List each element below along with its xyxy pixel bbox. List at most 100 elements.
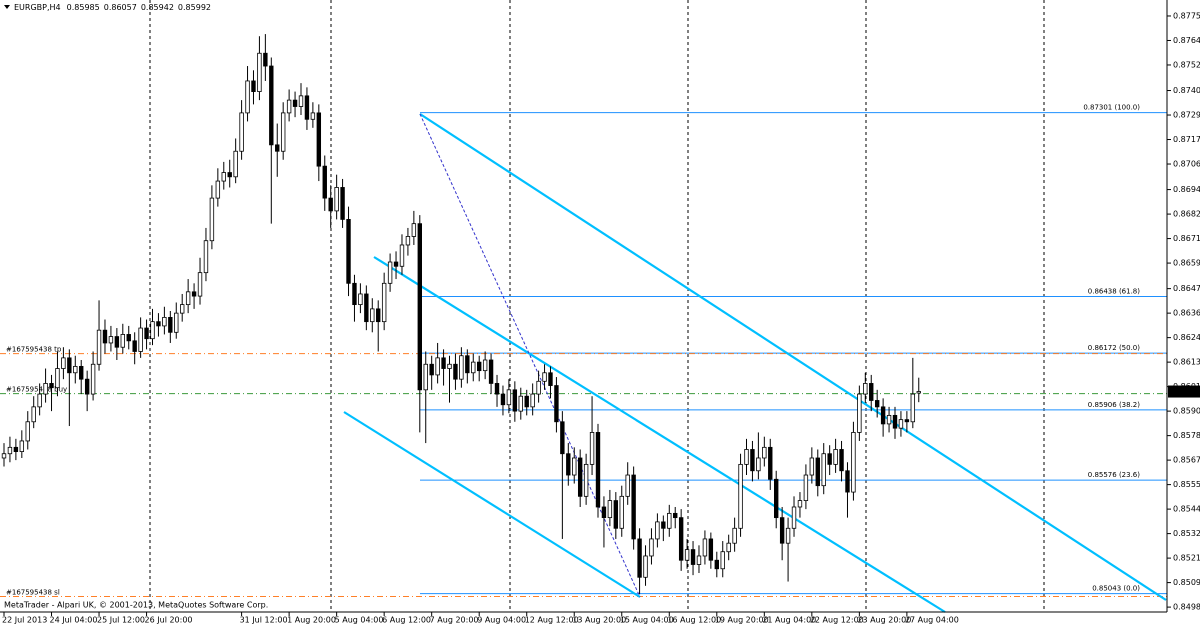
candle-body — [892, 414, 898, 429]
x-tick-label: 22 Aug 12:00 — [810, 616, 864, 625]
candle-body — [738, 463, 743, 529]
candle-body — [482, 359, 488, 372]
candle-body — [857, 393, 862, 433]
x-tick-label: 12 Aug 12:00 — [525, 616, 579, 625]
candle-body — [601, 506, 607, 519]
x-tick-label: 21 Aug 04:00 — [762, 616, 816, 625]
candle-body — [667, 512, 672, 529]
candle-body — [132, 340, 137, 352]
candle-body — [429, 363, 434, 376]
candle-body — [31, 406, 36, 423]
candle-body — [916, 391, 921, 394]
fibo-label: 0.86438 (61.8) — [1088, 288, 1140, 296]
channel-line — [343, 411, 641, 598]
x-tick-label: 5 Aug 04:00 — [335, 616, 384, 625]
x-tick-label: 1 Aug 20:00 — [287, 616, 336, 625]
candle-body — [61, 357, 66, 369]
candle-body — [471, 361, 476, 374]
chart-header: EURGBP,H4 0.85985 0.86057 0.85942 0.85992 — [14, 3, 211, 12]
y-tick-label: 0.85555 — [1173, 480, 1200, 489]
y-tick-label: 0.86595 — [1173, 259, 1200, 268]
menu-arrow[interactable] — [4, 5, 10, 9]
candle-body — [108, 336, 114, 344]
candle-body — [512, 389, 518, 412]
candle-body — [67, 357, 72, 374]
y-tick-label: 0.85095 — [1173, 578, 1200, 587]
candle-body — [96, 329, 102, 365]
x-tick-label: 6 Aug 12:00 — [382, 616, 431, 625]
candle-body — [750, 449, 755, 472]
x-tick-label: 31 Jul 12:00 — [240, 616, 288, 625]
candle-body — [174, 312, 179, 333]
candle-body — [548, 372, 553, 386]
y-tick-label: 0.86245 — [1173, 333, 1200, 342]
candle-body — [334, 187, 339, 212]
candle-body — [762, 446, 767, 459]
current-price-label: 0.85992 — [1171, 387, 1200, 396]
candle-body — [162, 316, 167, 327]
candle-body — [280, 112, 286, 152]
candle-body — [138, 327, 143, 352]
candle-body — [625, 474, 630, 497]
candle-body — [613, 500, 619, 529]
channel-line — [373, 256, 946, 613]
candle-body — [524, 395, 529, 408]
candle-body — [55, 368, 60, 389]
candle-body — [328, 197, 333, 212]
candle-body — [696, 555, 702, 565]
candle-body — [869, 383, 874, 401]
candle-body — [643, 555, 648, 578]
candle-body — [275, 144, 280, 152]
candle-body — [572, 457, 577, 476]
candle-body — [399, 244, 405, 267]
candle-body — [197, 272, 203, 297]
x-tick-label: 9 Aug 04:00 — [477, 616, 526, 625]
candle-body — [863, 383, 868, 395]
candle-body — [322, 165, 327, 199]
candle-body — [245, 80, 250, 114]
candle-body — [583, 463, 589, 497]
candle-body — [340, 187, 345, 220]
y-tick-label: 0.85325 — [1173, 529, 1200, 538]
candle-body — [619, 495, 624, 529]
candle-body — [500, 393, 506, 406]
candle-body — [435, 357, 440, 376]
candle-body — [304, 95, 310, 120]
candle-body — [393, 261, 399, 267]
candle-body — [690, 549, 696, 565]
candle-body — [269, 65, 274, 146]
candle-body — [102, 329, 108, 344]
last-low: 0.85942 — [141, 3, 174, 12]
x-tick-label: 23 Aug 20:00 — [857, 616, 911, 625]
candle-body — [292, 99, 298, 107]
x-tick-label: 27 Aug 04:00 — [905, 616, 959, 625]
footer: MetaTrader - Alpari UK, © 2001-2013, Met… — [4, 601, 268, 610]
candle-body — [346, 219, 351, 284]
x-tick-label: 13 Aug 20:00 — [572, 616, 626, 625]
candle-body — [298, 95, 304, 107]
candle-body — [156, 321, 161, 327]
candle-body — [37, 393, 42, 408]
fibo-label: 0.87301 (100.0) — [1083, 104, 1140, 112]
candle-body — [631, 474, 636, 540]
order-label: #167595438 buy — [6, 386, 67, 394]
last-close: 0.85992 — [178, 3, 211, 12]
candle-body — [459, 355, 464, 380]
current-price-box — [1168, 385, 1200, 398]
candle-body — [678, 517, 684, 561]
candle-body — [411, 223, 417, 237]
candle-body — [768, 446, 773, 480]
candle-body — [785, 527, 791, 544]
order-label: #167595438 sl — [6, 588, 60, 596]
candle-body — [661, 521, 666, 529]
candle-body — [542, 372, 547, 382]
candle-body — [684, 549, 690, 561]
candle-body — [73, 365, 78, 374]
candle-body — [827, 453, 832, 465]
last-high: 0.86057 — [104, 3, 137, 12]
candle-body — [191, 291, 197, 297]
